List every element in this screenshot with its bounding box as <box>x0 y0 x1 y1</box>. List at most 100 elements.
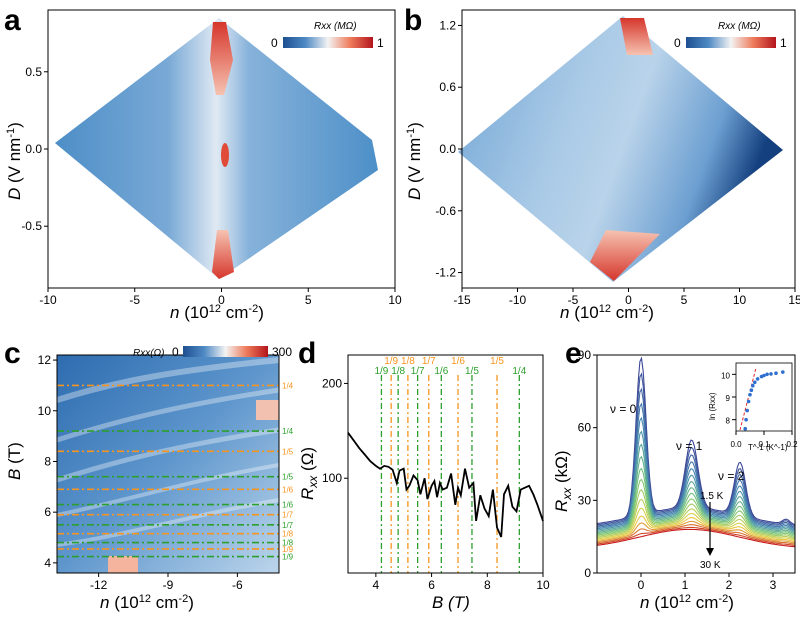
y-tick-label: 0.6 <box>439 80 456 94</box>
temperature-curve <box>596 478 796 537</box>
inset-point <box>769 372 773 376</box>
x-tick-label: 0.2 <box>786 440 798 449</box>
fraction-label: 1/8 <box>282 539 294 548</box>
inset-point <box>765 372 769 377</box>
inset: 0.0 0.1 0.2 8 9 10 T^-1 (K^-1) ln (Rxx) <box>708 362 798 452</box>
y-tick-label: 9 <box>726 394 731 403</box>
frame <box>596 354 796 574</box>
y-tick-label: 100 <box>322 471 342 485</box>
heatmap-red-top <box>620 18 653 55</box>
fraction-label: 1/7 <box>411 366 425 377</box>
axes-c: -12 -9 -6 4 6 8 10 12 <box>38 353 243 592</box>
inset-points <box>743 370 785 431</box>
y-tick-label: 90 <box>578 348 592 362</box>
x-tick-label: -6 <box>232 578 243 592</box>
y-tick-label: -0.5 <box>21 219 42 233</box>
x-tick-label: -15 <box>453 293 471 307</box>
y-tick-label: 10 <box>721 371 730 380</box>
temperature-curve <box>596 489 796 539</box>
fraction-label: 1/9 <box>384 356 398 367</box>
x-tick-label: 2 <box>726 578 733 592</box>
x-tick-label: -5 <box>568 293 579 307</box>
y-tick-label: 8 <box>44 454 51 468</box>
temperature-curve <box>596 467 796 536</box>
temperature-curves <box>596 356 796 548</box>
y-tick-label: 60 <box>578 421 592 435</box>
panel-a: a -10 -5 0 5 10 0.5 0.0 -0.5 0 1 Rxx (MΩ) n (10… <box>4 4 402 322</box>
colorbar <box>686 37 776 48</box>
panel-c: c 1/41/41/51/51/61/61/71/71/81/81/91/9 -… <box>4 337 294 612</box>
fraction-label: 1/7 <box>282 511 294 520</box>
fraction-label: 1/5 <box>465 366 479 377</box>
heatmap-red-bottom <box>212 230 234 279</box>
heatmap-region <box>458 16 783 282</box>
fraction-label: 1/7 <box>282 521 294 530</box>
y-tick-label: 0.0 <box>25 142 42 156</box>
fraction-label: 1/4 <box>282 427 294 436</box>
heatmap-red-spot <box>256 400 279 420</box>
y-tick-label: 0.5 <box>25 65 42 79</box>
fraction-label: 1/5 <box>282 473 294 482</box>
inset-point <box>748 392 752 397</box>
x-tick-label: 0.1 <box>758 440 770 449</box>
inset-point <box>762 373 766 378</box>
y-tick-label: 1.2 <box>439 18 456 32</box>
y-tick-label: 30 <box>578 493 592 507</box>
inset-point <box>744 417 748 422</box>
x-axis-label: n (1012 cm-2) <box>640 593 734 612</box>
inset-y-label: ln (Rxx) <box>708 392 717 420</box>
y-axis-label: D (V nm-1) <box>405 122 424 200</box>
y-tick-label: 200 <box>322 376 342 390</box>
x-axis-label: n (1012 cm-2) <box>100 593 194 612</box>
y-axis-label: Rxx (Ω) <box>298 447 320 500</box>
x-tick-label: -9 <box>163 578 174 592</box>
colorbar-min: 0 <box>172 345 179 359</box>
temperature-curve <box>596 455 796 535</box>
x-tick-label: -12 <box>90 578 108 592</box>
heatmap-region <box>57 355 279 573</box>
y-tick-label: 6 <box>44 505 51 519</box>
x-tick-label: 15 <box>788 293 800 307</box>
y-tick-label: 12 <box>38 353 52 367</box>
fraction-label: 1/8 <box>391 366 405 377</box>
fraction-label: 1/7 <box>422 356 436 367</box>
fraction-label: 1/9 <box>282 553 294 562</box>
fraction-label: 1/5 <box>490 356 504 367</box>
colorbar <box>283 37 373 48</box>
colorbar-label: Rxx(Ω) <box>133 348 165 359</box>
x-tick-label: 8 <box>484 578 491 592</box>
temperature-curve <box>596 515 796 543</box>
temperature-curve <box>596 526 796 546</box>
heatmap-red-spot <box>108 556 138 573</box>
annotation-30K: 30 K <box>700 560 721 571</box>
x-tick-label: 0 <box>638 578 645 592</box>
fraction-label: 1/6 <box>282 501 294 510</box>
inset-point <box>753 380 757 385</box>
frame <box>347 354 544 574</box>
panel-letter: a <box>4 4 21 37</box>
y-axis-label: B (T) <box>5 442 24 480</box>
fraction-label: 1/8 <box>401 356 415 367</box>
colorbar <box>183 346 268 357</box>
temperature-curve <box>596 498 796 540</box>
fraction-lines: 1/41/41/51/51/61/61/71/71/81/81/91/9 <box>57 381 294 562</box>
y-tick-label: 0 <box>584 566 591 580</box>
panel-letter: e <box>565 337 582 370</box>
inset-axes: 0.0 0.1 0.2 8 9 10 <box>721 371 798 449</box>
temperature-curve <box>596 524 796 545</box>
temperature-curve <box>596 528 796 548</box>
colorbar-min: 0 <box>271 36 278 50</box>
x-tick-label: 0 <box>218 293 225 307</box>
panel-letter: c <box>4 337 21 370</box>
inset-x-label: T^-1 (K^-1) <box>748 443 788 452</box>
inset-point <box>755 377 760 381</box>
y-tick-label: -0.6 <box>435 204 456 218</box>
panel-letter: b <box>404 4 422 37</box>
x-tick-label: 6 <box>428 578 435 592</box>
x-axis-label: n (1012 cm-2) <box>170 303 264 322</box>
y-axis-label: Rxx (kΩ) <box>552 450 574 512</box>
x-tick-label: -5 <box>129 293 140 307</box>
x-tick-label: 10 <box>388 293 402 307</box>
arrow-head-icon <box>706 548 714 556</box>
